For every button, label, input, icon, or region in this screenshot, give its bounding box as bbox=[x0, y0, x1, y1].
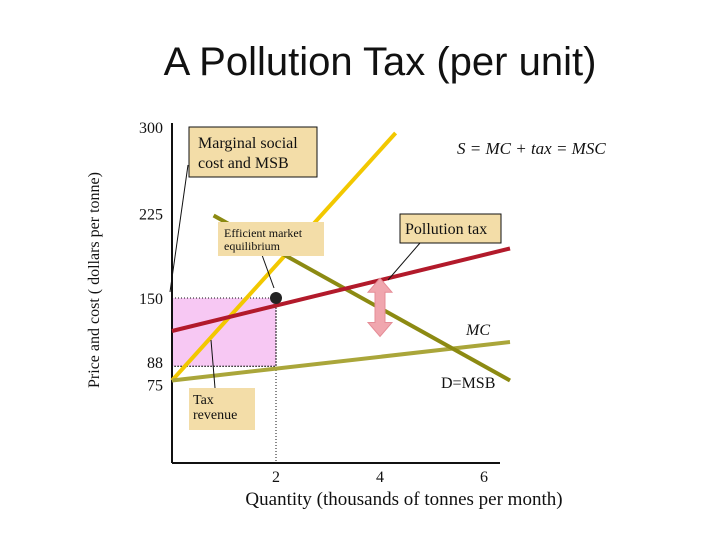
tax-double-arrow bbox=[366, 277, 394, 338]
x-tick-label: 4 bbox=[376, 469, 384, 486]
mc-label: MC bbox=[465, 322, 490, 339]
leader-msc-box bbox=[169, 164, 189, 293]
equilibrium-point bbox=[270, 292, 282, 304]
y-tick-label: 150 bbox=[139, 291, 163, 308]
y-axis-title: Price and cost ( dollars per tonne) bbox=[86, 172, 103, 388]
supply-label: S = MC + tax = MSC bbox=[457, 139, 606, 158]
y-tick-labels: 300 225 150 88 75 bbox=[139, 120, 163, 395]
y-tick-label: 225 bbox=[139, 207, 163, 224]
leader-tax-box bbox=[387, 242, 421, 281]
tax-revenue-label-line1: Tax bbox=[193, 393, 214, 408]
msc-msb-label-box: Marginal social cost and MSB bbox=[188, 126, 318, 178]
efficient-label-line2: equilibrium bbox=[224, 239, 281, 253]
y-tick-label: 75 bbox=[147, 378, 163, 395]
demand-label: D=MSB bbox=[441, 375, 495, 392]
pollution-tax-label-box: Pollution tax bbox=[399, 213, 502, 244]
svg-text:Marginal social cost and: Marginal social cost and MSB bbox=[198, 135, 302, 172]
tax-revenue-label-box: Tax revenue bbox=[189, 388, 255, 430]
x-tick-labels: 2 4 6 bbox=[272, 469, 488, 486]
x-axis-title: Quantity (thousands of tonnes per month) bbox=[245, 489, 562, 510]
series-line-red bbox=[171, 246, 511, 333]
efficient-label-line1: Efficient market bbox=[224, 226, 303, 240]
y-tick-label: 88 bbox=[147, 355, 163, 372]
tax-revenue-label-line2: revenue bbox=[193, 408, 237, 423]
y-tick-label: 300 bbox=[139, 120, 163, 137]
msc-msb-label-line1: Marginal social bbox=[198, 135, 298, 152]
leader-revenue-box bbox=[210, 339, 216, 389]
svg-text:Pollution tax: Pollution tax bbox=[405, 221, 487, 238]
svg-text:Tax revenue: Tax revenue bbox=[193, 393, 237, 423]
slide-title: A Pollution Tax (per unit) bbox=[163, 40, 597, 84]
efficient-equilibrium-label-box: Efficient market equilibrium bbox=[218, 222, 324, 256]
msc-msb-label-line2: cost and MSB bbox=[198, 155, 289, 172]
x-tick-label: 2 bbox=[272, 469, 280, 486]
svg-text:Efficient market equilib: Efficient market equilibrium bbox=[224, 226, 305, 253]
leader-efficient-box bbox=[261, 254, 275, 289]
x-tick-label: 6 bbox=[480, 469, 488, 486]
